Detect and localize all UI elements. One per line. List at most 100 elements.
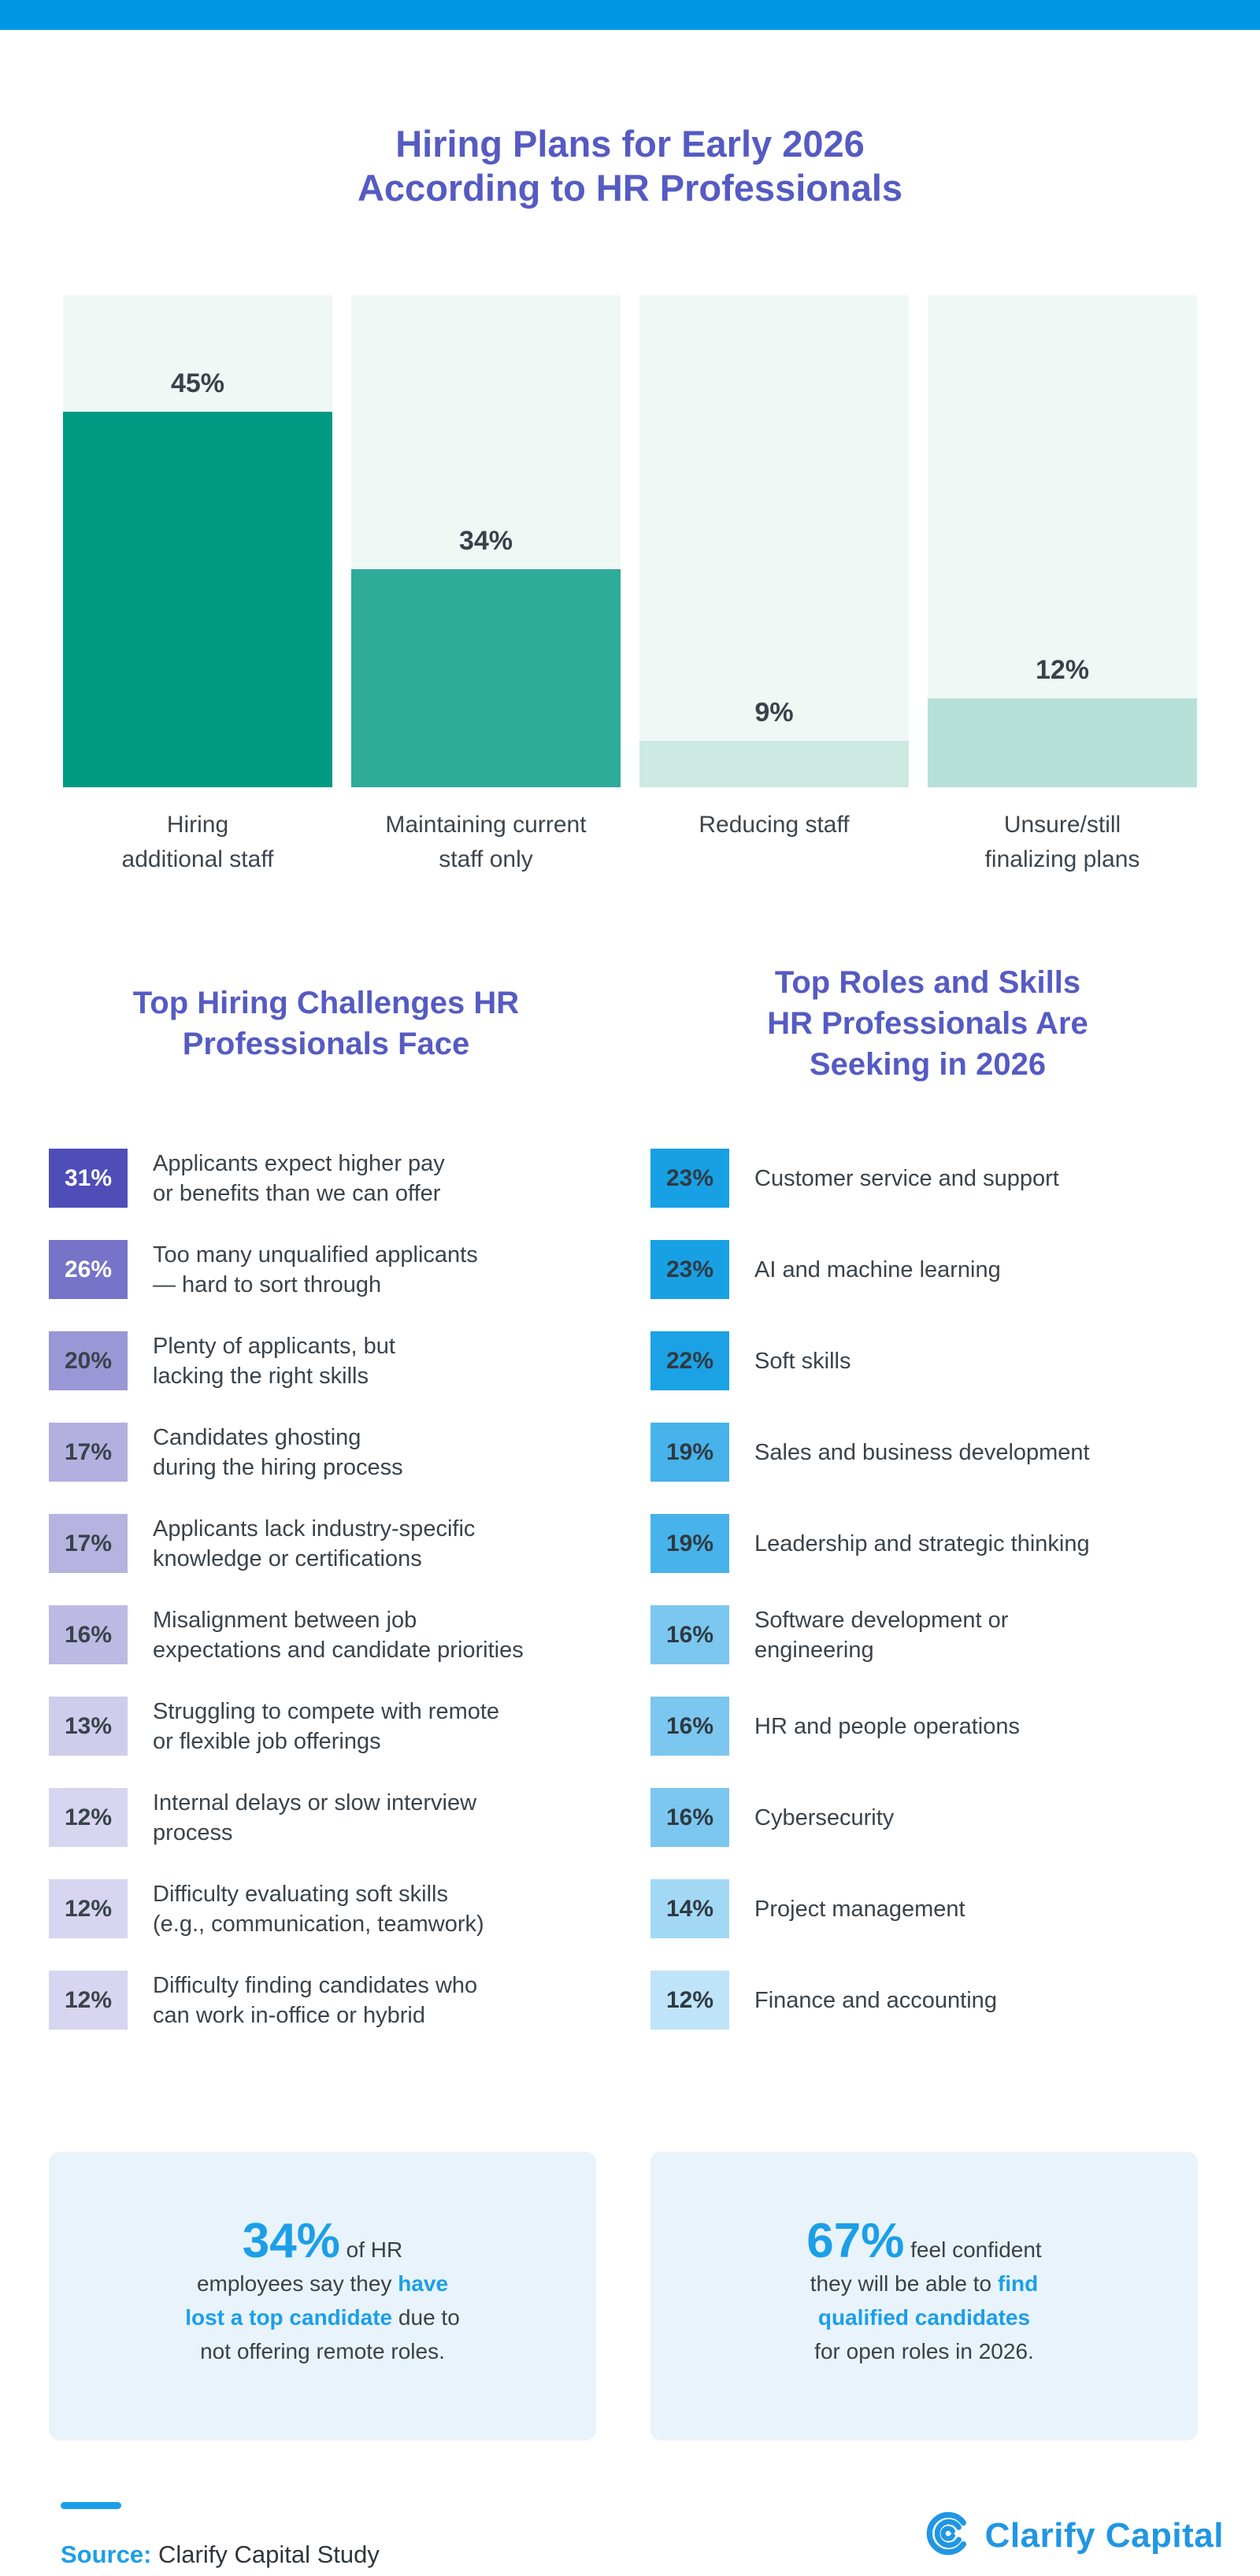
roles-column: Top Roles and Skills HR Professionals Ar… [650, 945, 1205, 2062]
stat-highlight: find [997, 2271, 1039, 2296]
list-item-label: Difficulty evaluating soft skills (e.g.,… [153, 1881, 484, 1937]
two-column-lists: Top Hiring Challenges HR Professionals F… [49, 945, 1260, 2062]
list-item-label: Plenty of applicants, but lacking the ri… [153, 1333, 395, 1389]
top-accent-bar [0, 0, 1260, 30]
list-item-label: Applicants expect higher pay or benefits… [153, 1150, 445, 1206]
list-item-label: Customer service and support [754, 1165, 1059, 1191]
list-item: 13% Struggling to compete with remote or… [49, 1697, 603, 1756]
hiring-plans-bar-chart: 45% 34% 9% 12% [63, 295, 1197, 787]
list-item-label: Candidates ghosting during the hiring pr… [153, 1424, 403, 1480]
source-value: Clarify Capital Study [151, 2541, 380, 2568]
percent-chip: 12% [49, 1971, 128, 2030]
list-item: 12% Internal delays or slow interview pr… [49, 1788, 603, 1847]
bar-track: 9% [639, 295, 909, 787]
list-item-label: Internal delays or slow interview proces… [153, 1790, 477, 1845]
list-item-label: Soft skills [754, 1348, 851, 1374]
list-item: 31% Applicants expect higher pay or bene… [49, 1149, 603, 1208]
list-item: 16% Software development or engineering [650, 1605, 1205, 1664]
list-item: 19% Leadership and strategic thinking [650, 1514, 1205, 1573]
stat-text: 67% feel confident they will be able to … [806, 2217, 1042, 2368]
stat-text-segment: due to [398, 2305, 460, 2330]
list-item-label: Project management [754, 1896, 965, 1922]
stat-text-segment: they will be able to [810, 2271, 992, 2296]
list-item: 17% Candidates ghosting during the hirin… [49, 1423, 603, 1482]
percent-chip: 20% [49, 1331, 128, 1390]
bar-value-label: 9% [754, 698, 794, 728]
percent-chip: 19% [650, 1514, 729, 1573]
list-item: 12% Finance and accounting [650, 1971, 1205, 2030]
bar-value-label: 45% [170, 368, 225, 399]
percent-chip: 16% [49, 1605, 128, 1664]
stat-text-segment: of HR [346, 2237, 403, 2262]
bar-value-label: 12% [1035, 654, 1090, 685]
percent-chip: 16% [650, 1605, 729, 1664]
stat-big-number: 67% [806, 2214, 905, 2268]
stat-text-segment: feel confident [910, 2237, 1042, 2262]
stat-highlight: lost a top candidate [185, 2305, 393, 2330]
list-item: 16% Cybersecurity [650, 1788, 1205, 1847]
percent-chip: 26% [49, 1240, 128, 1299]
bar-fill [351, 569, 621, 787]
percent-chip: 17% [49, 1514, 128, 1573]
percent-chip: 23% [650, 1149, 729, 1208]
clarify-capital-logo: Clarify Capital [924, 2509, 1224, 2562]
list-item-label: Sales and business development [754, 1439, 1090, 1465]
bar-category-label: Unsure/still finalizing plans [984, 812, 1140, 872]
percent-chip: 12% [49, 1788, 128, 1847]
stat-text-segment: not offering remote roles. [200, 2339, 445, 2363]
source-block: Source: Clarify Capital Study [61, 2502, 380, 2569]
percent-chip: 17% [49, 1423, 128, 1482]
percent-chip: 12% [650, 1971, 729, 2030]
percent-chip: 13% [49, 1697, 128, 1756]
bar-fill [63, 412, 332, 787]
bar-category-label: Reducing staff [699, 812, 850, 838]
list-item-label: Leadership and strategic thinking [754, 1530, 1090, 1556]
list-item: 23% Customer service and support [650, 1149, 1205, 1208]
clarify-capital-logo-mark-icon [924, 2509, 973, 2562]
percent-chip: 16% [650, 1697, 729, 1756]
bar-fill [639, 741, 909, 787]
stat-big-number: 34% [242, 2214, 340, 2268]
bar-category-label: Maintaining current staff only [385, 812, 587, 872]
stat-text-segment: for open roles in 2026. [814, 2339, 1034, 2363]
list-item-label: Applicants lack industry-specific knowle… [153, 1516, 476, 1571]
page-title-line1: Hiring Plans for Early 2026 [395, 123, 865, 165]
percent-chip: 22% [650, 1331, 729, 1390]
percent-chip: 23% [650, 1240, 729, 1299]
bar-value-label: 34% [458, 526, 513, 557]
bar-track: 45% [63, 295, 332, 787]
list-item: 16% Misalignment between job expectation… [49, 1605, 603, 1664]
list-item: 26% Too many unqualified applicants — ha… [49, 1240, 603, 1299]
stat-text-segment: employees say they [196, 2271, 392, 2296]
source-text: Source: Clarify Capital Study [61, 2541, 380, 2569]
list-item-label: Finance and accounting [754, 1987, 997, 2013]
stat-highlight: have [398, 2271, 449, 2296]
list-item-label: HR and people operations [754, 1713, 1020, 1739]
percent-chip: 16% [650, 1788, 729, 1847]
list-item-label: Too many unqualified applicants — hard t… [153, 1242, 478, 1297]
list-item: 23% AI and machine learning [650, 1240, 1205, 1299]
challenge-list: 31% Applicants expect higher pay or bene… [49, 1149, 603, 2030]
percent-chip: 31% [49, 1149, 128, 1208]
stat-text: 34% of HR employees say they have lost a… [185, 2217, 460, 2368]
list-item-label: Difficulty finding candidates who can wo… [153, 1972, 478, 2028]
bar-category-labels: Hiring additional staff Maintaining curr… [63, 808, 1197, 877]
stat-cards: 34% of HR employees say they have lost a… [49, 2152, 1211, 2441]
list-item: 14% Project management [650, 1879, 1205, 1938]
challenges-heading-zone: Top Hiring Challenges HR Professionals F… [49, 945, 603, 1102]
page-title-line2: According to HR Professionals [357, 167, 903, 209]
source-label: Source: [61, 2541, 152, 2568]
list-item: 22% Soft skills [650, 1331, 1205, 1390]
challenges-heading: Top Hiring Challenges HR Professionals F… [132, 986, 520, 1061]
list-item-label: Misalignment between job expectations an… [153, 1607, 524, 1663]
role-list: 23% Customer service and support 23% AI … [650, 1149, 1205, 2030]
percent-chip: 12% [49, 1879, 128, 1938]
stat-card-confidence: 67% feel confident they will be able to … [650, 2152, 1198, 2441]
bar-track: 12% [928, 295, 1197, 787]
list-item: 12% Difficulty evaluating soft skills (e… [49, 1879, 603, 1938]
bar-track: 34% [351, 295, 621, 787]
percent-chip: 14% [650, 1879, 729, 1938]
stat-card-lost-candidate: 34% of HR employees say they have lost a… [49, 2152, 596, 2441]
list-item-label: Struggling to compete with remote or fle… [153, 1698, 500, 1754]
